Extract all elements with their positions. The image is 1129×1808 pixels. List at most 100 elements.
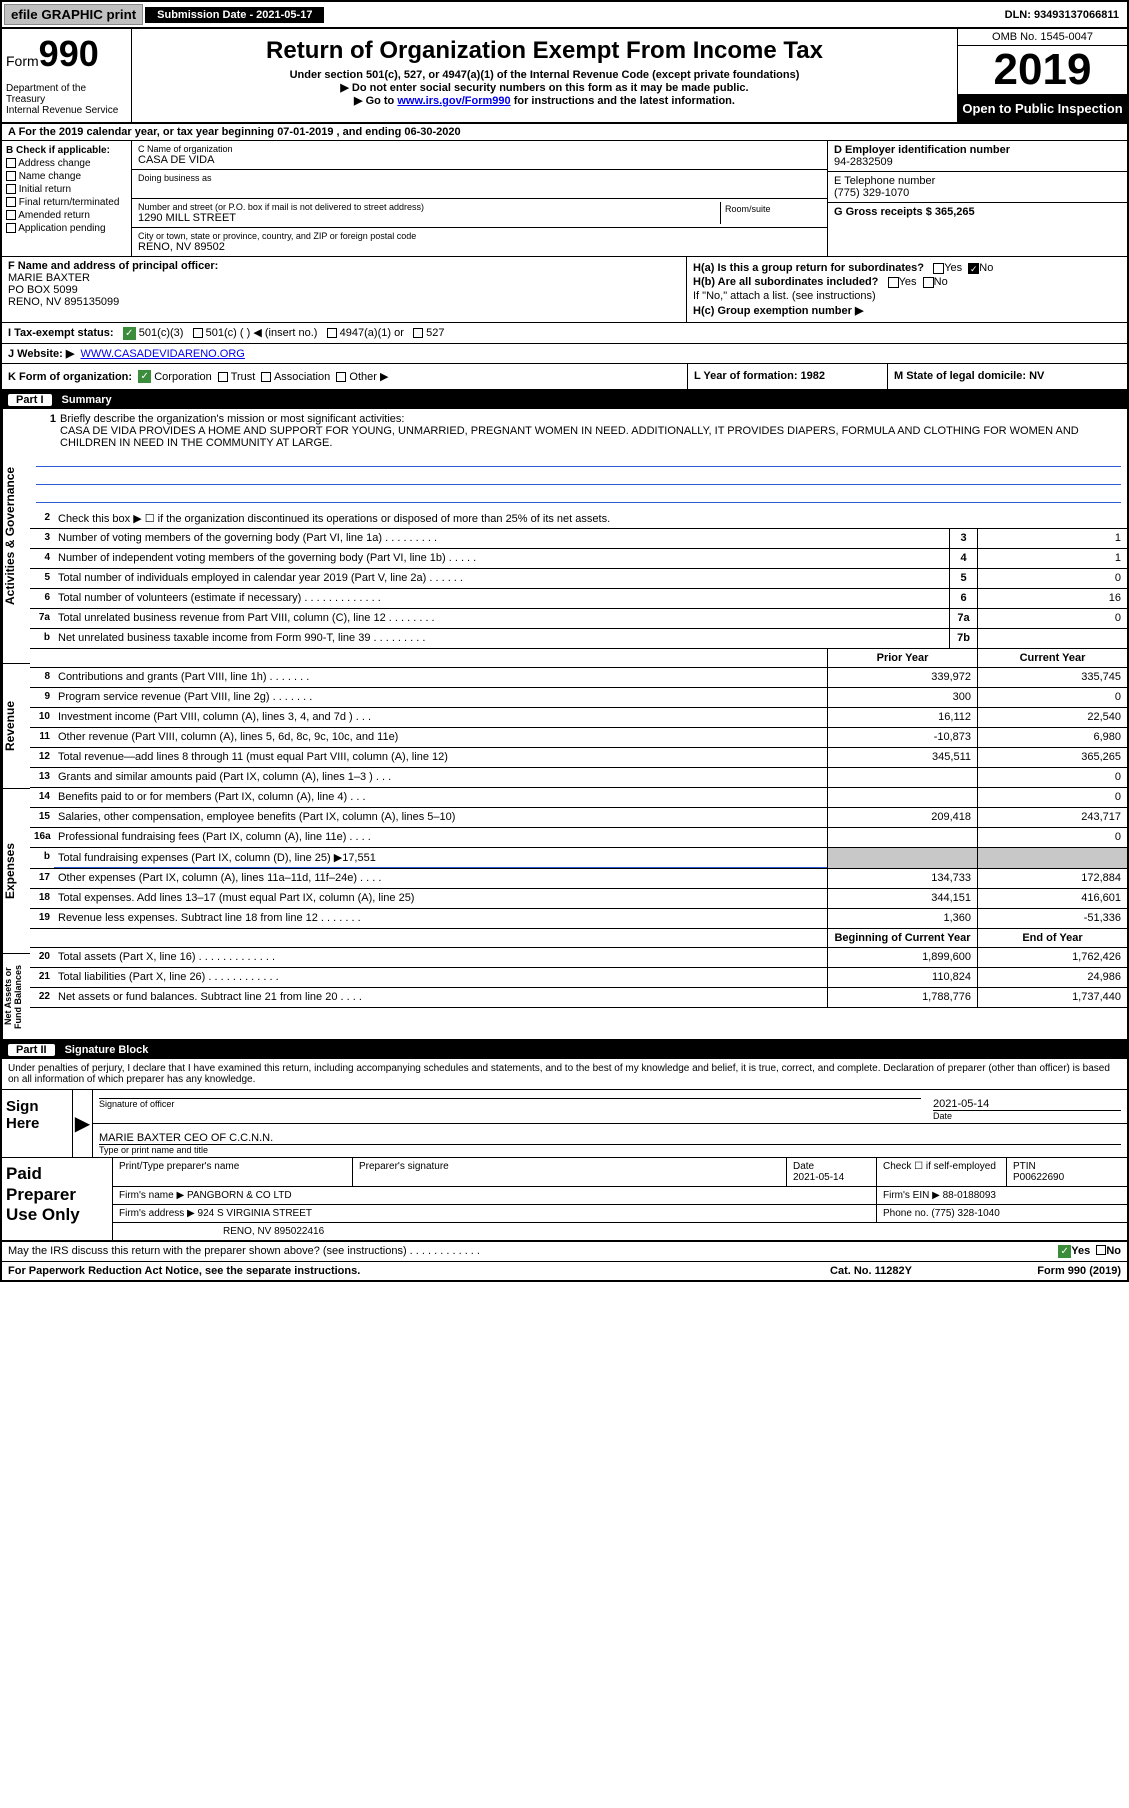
form-number-block: Form990 Department of the Treasury Inter… — [2, 29, 132, 122]
website-link[interactable]: WWW.CASADEVIDARENO.ORG — [80, 348, 244, 360]
summary-line: b Net unrelated business taxable income … — [30, 629, 1127, 649]
row-k-form-org: K Form of organization: ✓ Corporation Tr… — [2, 364, 1127, 392]
ptin-cell: PTINP00622690 — [1007, 1158, 1127, 1186]
part1-title: Summary — [62, 394, 112, 406]
signature-declaration: Under penalties of perjury, I declare th… — [2, 1059, 1127, 1090]
officer-signature-field[interactable]: Signature of officer — [93, 1090, 927, 1123]
line-current: 335,745 — [977, 668, 1127, 687]
begin-year-header: Beginning of Current Year — [827, 929, 977, 947]
summary-line: 11 Other revenue (Part VIII, column (A),… — [30, 728, 1127, 748]
firm-addr1: 924 S VIRGINIA STREET — [198, 1208, 312, 1219]
chk-assoc[interactable] — [261, 372, 271, 382]
paid-preparer-label: Paid Preparer Use Only — [2, 1158, 112, 1240]
cat-number: Cat. No. 11282Y — [771, 1265, 971, 1277]
line-current: 24,986 — [977, 968, 1127, 987]
j-label: J Website: ▶ — [8, 348, 74, 360]
line-1-num: 1 — [36, 413, 60, 449]
line-num: 3 — [30, 529, 54, 548]
line-current: 172,884 — [977, 869, 1127, 888]
mission-line — [36, 469, 1121, 485]
line-prior: 344,151 — [827, 889, 977, 908]
line-text: Number of independent voting members of … — [54, 549, 949, 568]
chk-final-return[interactable] — [6, 197, 16, 207]
hb-no-check[interactable] — [923, 277, 934, 288]
top-bar: efile GRAPHIC print Submission Date - 20… — [2, 2, 1127, 29]
vertical-tabs: Activities & Governance Revenue Expenses… — [2, 409, 30, 1039]
firm-phone-label: Phone no. — [883, 1208, 929, 1219]
summary-line: 22 Net assets or fund balances. Subtract… — [30, 988, 1127, 1008]
line-box: 7b — [949, 629, 977, 648]
year-header: Prior Year Current Year — [30, 649, 1127, 668]
hb-label: H(b) Are all subordinates included? — [693, 276, 878, 288]
b-label: B Check if applicable: — [6, 145, 127, 156]
column-c-org-info: C Name of organization CASA DE VIDA Doin… — [132, 141, 827, 256]
line-current: 0 — [977, 768, 1127, 787]
line-prior: 1,788,776 — [827, 988, 977, 1007]
line-prior: 110,824 — [827, 968, 977, 987]
no-label: No — [934, 276, 948, 288]
b-item: Final return/terminated — [19, 197, 120, 208]
summary-line: 14 Benefits paid to or for members (Part… — [30, 788, 1127, 808]
chk-address-change[interactable] — [6, 158, 16, 168]
gross-receipts: G Gross receipts $ 365,265 — [834, 206, 1121, 218]
ssn-note: ▶ Do not enter social security numbers o… — [140, 81, 949, 94]
discuss-yes-check[interactable]: ✓ — [1058, 1245, 1071, 1258]
line-num: 2 — [30, 509, 54, 528]
paperwork-notice: For Paperwork Reduction Act Notice, see … — [8, 1265, 771, 1277]
line-num: 9 — [30, 688, 54, 707]
chk-4947[interactable] — [327, 328, 337, 338]
line-box: 7a — [949, 609, 977, 628]
line-num: 17 — [30, 869, 54, 888]
ha-label: H(a) Is this a group return for subordin… — [693, 262, 924, 274]
mission-line — [36, 451, 1121, 467]
row-a-tax-year: A For the 2019 calendar year, or tax yea… — [2, 124, 1127, 141]
ha-no-check[interactable]: ✓ — [968, 263, 979, 274]
line-prior: 1,360 — [827, 909, 977, 928]
officer-addr1: PO BOX 5099 — [8, 284, 680, 296]
state-domicile: M State of legal domicile: NV — [887, 364, 1127, 390]
line-num: 16a — [30, 828, 54, 847]
chk-other[interactable] — [336, 372, 346, 382]
chk-name-change[interactable] — [6, 171, 16, 181]
line-num: 8 — [30, 668, 54, 687]
ha-yes-check[interactable] — [933, 263, 944, 274]
chk-app-pending[interactable] — [6, 223, 16, 233]
form-title-block: Return of Organization Exempt From Incom… — [132, 29, 957, 122]
room-suite-label: Room/suite — [721, 202, 821, 224]
chk-corporation[interactable]: ✓ — [138, 370, 151, 383]
preparer-name-label: Print/Type preparer's name — [113, 1158, 353, 1186]
hb-yes-check[interactable] — [888, 277, 899, 288]
opt-trust: Trust — [231, 371, 256, 383]
chk-amended[interactable] — [6, 210, 16, 220]
chk-501c3[interactable]: ✓ — [123, 327, 136, 340]
no-label: No — [979, 262, 993, 274]
yes-label: Yes — [1071, 1245, 1090, 1258]
line-num: b — [30, 629, 54, 648]
no-label: No — [1106, 1245, 1121, 1258]
line-text: Total fundraising expenses (Part IX, col… — [54, 848, 827, 868]
chk-trust[interactable] — [218, 372, 228, 382]
self-employed-check[interactable]: Check ☐ if self-employed — [877, 1158, 1007, 1186]
b-item: Initial return — [19, 184, 71, 195]
line-current-gray — [977, 848, 1127, 868]
line-prior: -10,873 — [827, 728, 977, 747]
part1-num: Part I — [8, 394, 52, 406]
f-label: F Name and address of principal officer: — [8, 260, 680, 272]
line-num: 7a — [30, 609, 54, 628]
line-current: 22,540 — [977, 708, 1127, 727]
chk-initial-return[interactable] — [6, 184, 16, 194]
discuss-no-check[interactable] — [1096, 1245, 1106, 1255]
summary-line: 21 Total liabilities (Part X, line 26) .… — [30, 968, 1127, 988]
name-label: Type or print name and title — [99, 1144, 1121, 1155]
efile-print-button[interactable]: efile GRAPHIC print — [4, 4, 143, 25]
irs-link[interactable]: www.irs.gov/Form990 — [397, 95, 510, 107]
line-text: Program service revenue (Part VIII, line… — [54, 688, 827, 707]
form-label: Form — [6, 53, 39, 69]
mission-block: 1 Briefly describe the organization's mi… — [30, 409, 1127, 509]
summary-line: 9 Program service revenue (Part VIII, li… — [30, 688, 1127, 708]
summary-line: 16a Professional fundraising fees (Part … — [30, 828, 1127, 848]
chk-527[interactable] — [413, 328, 423, 338]
chk-501c[interactable] — [193, 328, 203, 338]
i-label: I Tax-exempt status: — [8, 327, 114, 339]
line-prior: 300 — [827, 688, 977, 707]
